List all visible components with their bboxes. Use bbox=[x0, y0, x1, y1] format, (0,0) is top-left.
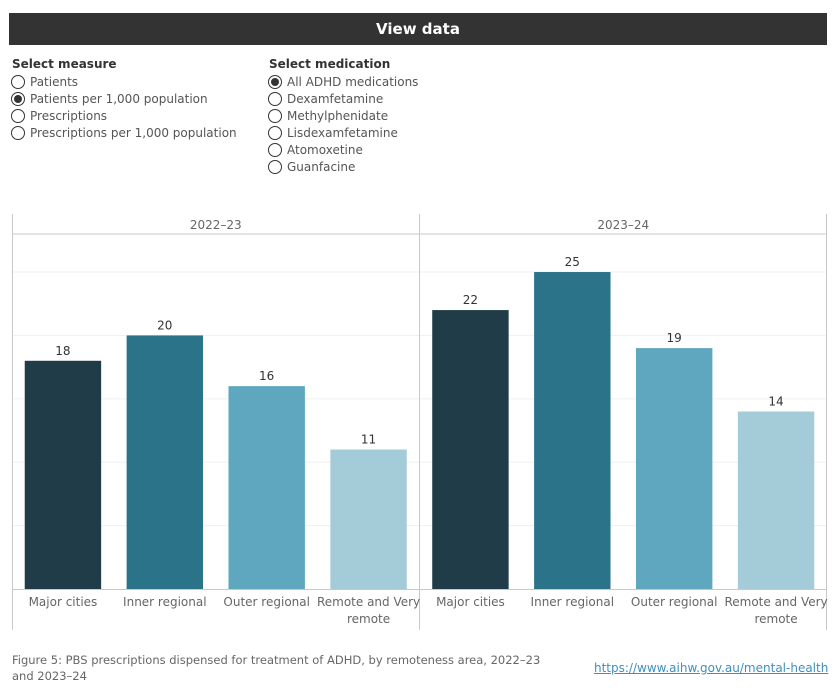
measure-option[interactable]: Patients bbox=[11, 73, 237, 90]
bar-chart: 2022–23 18 Major cities 20 Inner regional 16 O… bbox=[12, 214, 828, 630]
figure-caption: Figure 5: PBS prescriptions dispensed fo… bbox=[12, 653, 541, 683]
bar bbox=[228, 386, 305, 589]
radio-dot bbox=[271, 77, 279, 86]
bar bbox=[330, 449, 407, 589]
measure-selector: Select measure Patients Patients per 1,00… bbox=[11, 57, 237, 141]
measure-option-label: Prescriptions per 1,000 population bbox=[30, 125, 237, 140]
radio-button[interactable] bbox=[268, 142, 282, 157]
data-label: 20 bbox=[157, 318, 172, 332]
radio-button[interactable] bbox=[268, 91, 282, 106]
radio-button[interactable] bbox=[11, 74, 25, 89]
data-label: 16 bbox=[259, 369, 274, 383]
measure-option[interactable]: Prescriptions per 1,000 population bbox=[11, 124, 237, 141]
measure-option[interactable]: Patients per 1,000 population bbox=[11, 90, 237, 107]
medication-option[interactable]: Atomoxetine bbox=[268, 141, 418, 158]
medication-option[interactable]: Guanfacine bbox=[268, 158, 418, 175]
medication-option-label: Lisdexamfetamine bbox=[287, 125, 398, 140]
category-label: Major cities bbox=[436, 595, 505, 609]
category-label: Remote and Very bbox=[724, 595, 827, 609]
bar bbox=[24, 360, 102, 589]
panel-title: 2022–23 bbox=[190, 218, 242, 232]
measure-title: Select measure bbox=[12, 57, 117, 71]
bar bbox=[432, 310, 509, 589]
radio-button[interactable] bbox=[268, 125, 282, 140]
medication-option-label: All ADHD medications bbox=[287, 74, 419, 89]
category-label: Inner regional bbox=[531, 595, 615, 609]
radio-dot bbox=[14, 94, 22, 103]
medication-title: Select medication bbox=[269, 57, 391, 71]
measure-option-label: Patients per 1,000 population bbox=[30, 91, 208, 106]
measure-option-label: Patients bbox=[30, 74, 79, 89]
measure-option[interactable]: Prescriptions bbox=[11, 107, 237, 124]
radio-button[interactable] bbox=[11, 108, 25, 123]
view-data-button[interactable]: View data bbox=[9, 13, 827, 45]
medication-option[interactable]: Dexamfetamine bbox=[268, 90, 418, 107]
bar bbox=[126, 335, 204, 589]
radio-button[interactable] bbox=[268, 159, 282, 174]
medication-option[interactable]: Methylphenidate bbox=[268, 107, 418, 124]
medication-option[interactable]: Lisdexamfetamine bbox=[268, 124, 418, 141]
data-label: 25 bbox=[565, 255, 580, 269]
category-label: remote bbox=[347, 612, 390, 626]
data-label: 18 bbox=[55, 344, 70, 358]
radio-button[interactable] bbox=[268, 108, 282, 123]
category-label: Outer regional bbox=[223, 595, 310, 609]
category-label: Outer regional bbox=[631, 595, 718, 609]
radio-button[interactable] bbox=[268, 74, 282, 89]
bar bbox=[534, 272, 611, 589]
radio-button[interactable] bbox=[11, 91, 25, 106]
category-label: Inner regional bbox=[123, 595, 207, 609]
category-label: remote bbox=[754, 612, 797, 626]
medication-option-label: Methylphenidate bbox=[287, 108, 389, 123]
source-link[interactable]: https://www.aihw.gov.au/mental-health bbox=[594, 661, 829, 675]
category-label: Major cities bbox=[29, 595, 98, 609]
data-label: 19 bbox=[667, 331, 682, 345]
panel-title: 2023–24 bbox=[597, 218, 649, 232]
medication-selector: Select medication All ADHD medications De… bbox=[268, 57, 419, 175]
medication-option-label: Guanfacine bbox=[287, 159, 356, 174]
medication-option[interactable]: All ADHD medications bbox=[268, 73, 419, 90]
bar bbox=[737, 411, 815, 589]
medication-option-label: Atomoxetine bbox=[287, 142, 363, 157]
data-label: 14 bbox=[768, 395, 783, 409]
medication-option-label: Dexamfetamine bbox=[287, 91, 384, 106]
measure-option-label: Prescriptions bbox=[30, 108, 108, 123]
view-data-label: View data bbox=[376, 20, 460, 38]
data-label: 11 bbox=[361, 433, 376, 447]
data-label: 22 bbox=[463, 293, 478, 307]
radio-button[interactable] bbox=[11, 125, 25, 140]
category-label: Remote and Very bbox=[317, 595, 420, 609]
bar bbox=[635, 348, 713, 589]
